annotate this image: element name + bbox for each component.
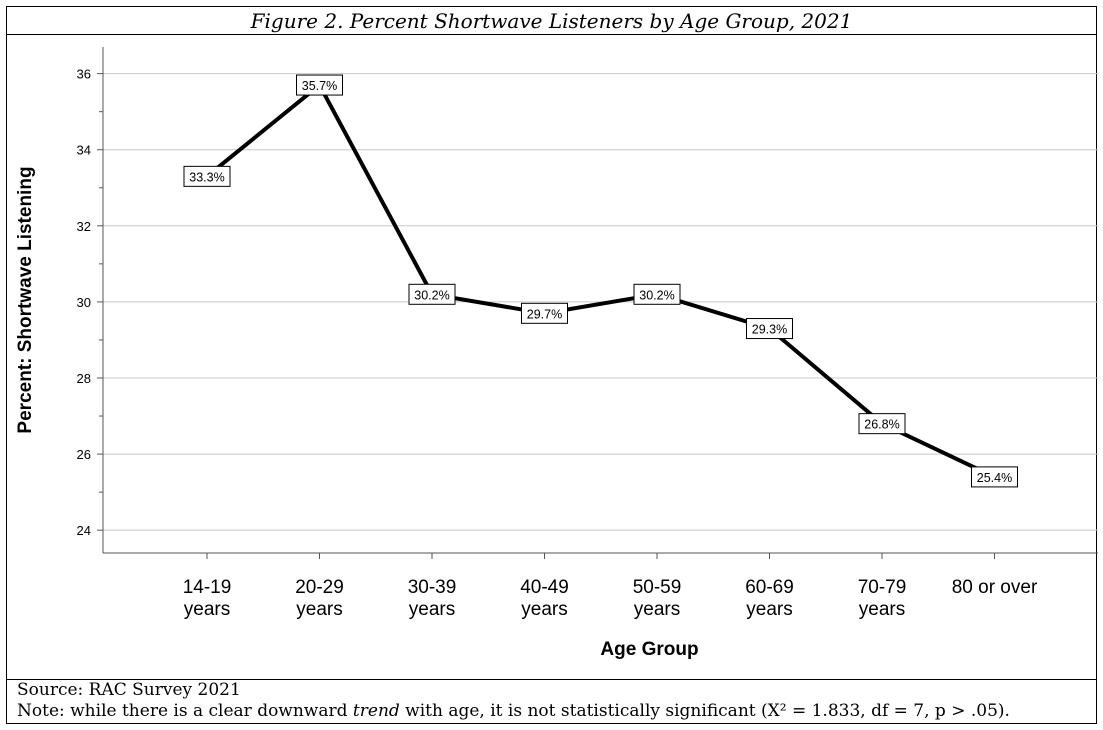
data-label: 29.7% — [521, 302, 568, 324]
figure-footer: Source: RAC Survey 2021 Note: while ther… — [7, 679, 1096, 725]
y-tick-label: 24 — [77, 523, 91, 538]
data-label-box — [521, 302, 568, 324]
y-axis-label: Percent: Shortwave Listening — [15, 166, 36, 433]
data-labels: 33.3% 35.7% 30.2% 29.7% 30.2% 29.3% 26.8% 25.4% — [183, 74, 1018, 488]
data-label-text: 25.4% — [977, 471, 1012, 485]
data-label-text: 33.3% — [189, 170, 224, 184]
significance-note: Note: while there is a clear downward tr… — [17, 701, 1096, 722]
chart-area: 24 26 28 30 32 34 36 14-19 years 20-29 years 30-39 y… — [7, 35, 1098, 679]
x-tick-label: 20-29 years — [295, 577, 344, 620]
data-label-text: 26.8% — [864, 418, 899, 432]
y-tick-label: 26 — [77, 447, 91, 462]
x-tick-label: 70-79 years — [858, 577, 907, 620]
series-line — [205, 81, 996, 479]
x-tick-label: 60-69 years — [745, 577, 794, 620]
x-axis-label: Age Group — [600, 639, 698, 660]
x-tick-label: 30-39 years — [408, 577, 457, 620]
figure-title: Figure 2. Percent Shortwave Listeners by… — [7, 7, 1096, 35]
y-tick-label: 36 — [77, 67, 91, 82]
y-tick-label: 32 — [77, 219, 91, 234]
tick-labels: 24 26 28 30 32 34 36 14-19 years 20-29 years 30-39 y… — [77, 67, 1038, 620]
note-text-end: with age, it is not statistically signif… — [399, 701, 1010, 721]
y-tick-label: 28 — [77, 371, 91, 386]
data-label-text: 29.3% — [752, 323, 787, 337]
x-tick-label: 40-49 years — [520, 577, 569, 620]
line-chart: 24 26 28 30 32 34 36 14-19 years 20-29 years 30-39 y… — [15, 47, 1098, 660]
y-tick-label: 30 — [77, 295, 91, 310]
data-label: 25.4% — [971, 466, 1018, 488]
x-tick-label: 50-59 years — [633, 577, 682, 620]
data-label-box — [971, 466, 1018, 488]
x-tick-label: 14-19 years — [183, 577, 232, 620]
x-tick-label: 80 or over — [952, 577, 1038, 598]
gridlines — [103, 73, 1098, 531]
data-label-box — [408, 283, 456, 305]
data-label-box — [633, 283, 681, 305]
figure-frame: Figure 2. Percent Shortwave Listeners by… — [6, 6, 1098, 725]
note-text-start: Note: while there is a clear downward — [17, 701, 353, 721]
data-label: 35.7% — [296, 74, 343, 96]
data-label-text: 29.7% — [527, 307, 562, 321]
axes — [97, 47, 1098, 559]
data-label: 29.3% — [746, 318, 793, 340]
data-label-box — [296, 74, 343, 96]
data-label: 30.2% — [633, 283, 681, 305]
data-label-box — [858, 413, 906, 435]
data-label-text: 30.2% — [639, 288, 674, 302]
source-note: Source: RAC Survey 2021 — [17, 680, 241, 700]
data-label: 30.2% — [408, 283, 456, 305]
data-label: 33.3% — [183, 165, 231, 187]
data-label-box — [183, 165, 231, 187]
y-tick-label: 34 — [77, 143, 91, 158]
data-label-text: 30.2% — [414, 288, 449, 302]
data-label-box — [746, 318, 793, 340]
note-emphasis: trend — [352, 701, 400, 721]
data-label: 26.8% — [858, 413, 906, 435]
data-label-text: 35.7% — [302, 79, 337, 93]
